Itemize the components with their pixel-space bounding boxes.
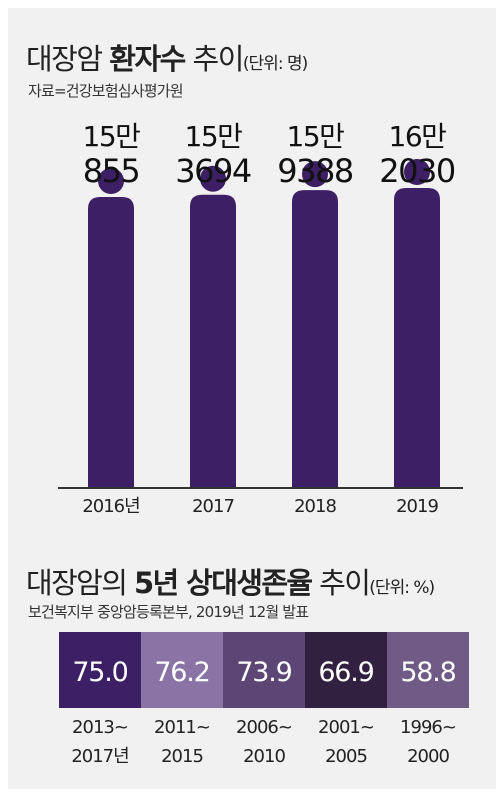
chart1-unit: (단위: 명) xyxy=(242,54,308,74)
chart2-source: 보건복지부 중앙암등록본부, 2019년 12월 발표 xyxy=(28,603,309,621)
chart1-title-plain: 대장암 xyxy=(26,42,110,76)
chart1-source: 자료=건강보험심사평가원 xyxy=(28,82,184,100)
chart2-title-plain: 대장암의 xyxy=(26,566,134,600)
chart2-unit: (단위: %) xyxy=(369,578,435,598)
chart2-title-bold: 5년 상대생존율 xyxy=(133,566,313,600)
chart2-title-rest: 추이 xyxy=(311,566,371,600)
chart1-title: 대장암 환자수 추이(단위: 명) xyxy=(26,36,308,78)
infographic-card: 대장암 환자수 추이(단위: 명) 자료=건강보험심사평가원 대장암의 5년 상… xyxy=(8,8,496,789)
chart1-title-rest: 추이 xyxy=(184,42,245,76)
chart1-title-bold: 환자수 xyxy=(109,42,186,76)
chart2-title: 대장암의 5년 상대생존율 추이(단위: %) xyxy=(26,560,435,602)
